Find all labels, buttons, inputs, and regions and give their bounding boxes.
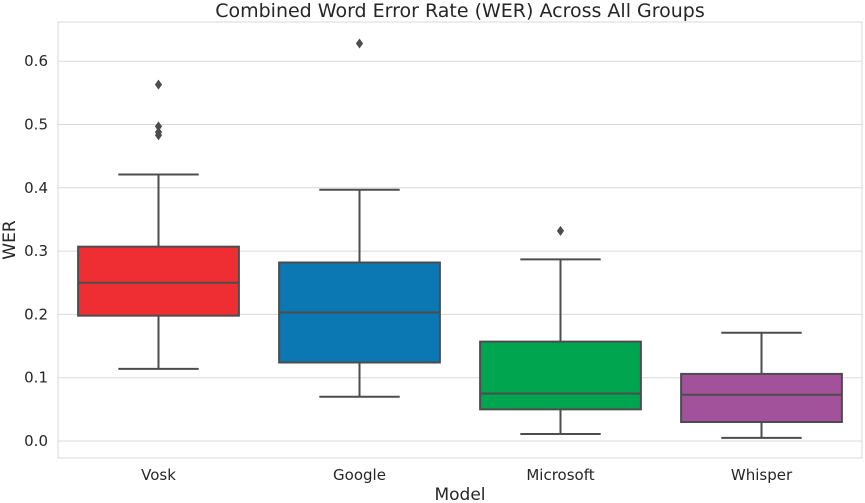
outlier-point (154, 127, 163, 138)
y-tick-label: 0.5 (24, 116, 48, 134)
y-tick-label: 0.2 (24, 305, 48, 323)
outlier-point (355, 38, 364, 49)
y-tick-label: 0.6 (24, 52, 48, 70)
outlier-point (154, 79, 163, 90)
box-vosk (77, 245, 240, 317)
y-tick-labels: 0.0 0.1 0.2 0.3 0.4 0.5 0.6 (24, 52, 48, 450)
chart-title: Combined Word Error Rate (WER) Across Al… (215, 0, 705, 22)
box-whisper (680, 372, 843, 424)
x-tick-label: Microsoft (526, 466, 594, 484)
x-tick-label: Whisper (731, 466, 793, 484)
y-tick-label: 0.4 (24, 179, 48, 197)
outlier-point (556, 225, 565, 236)
y-tick-label: 0.0 (24, 432, 48, 450)
box-microsoft (479, 340, 642, 411)
boxes-group (77, 38, 843, 439)
outlier-point (154, 121, 163, 132)
y-tick-label: 0.1 (24, 369, 48, 387)
x-tick-labels: Vosk Google Microsoft Whisper (141, 466, 793, 484)
plot-area (57, 21, 863, 459)
x-tick-label: Vosk (141, 466, 176, 484)
y-axis-label: WER (0, 220, 20, 260)
y-tick-label: 0.3 (24, 242, 48, 260)
x-tick-label: Google (333, 466, 386, 484)
x-axis-label: Model (434, 485, 485, 503)
